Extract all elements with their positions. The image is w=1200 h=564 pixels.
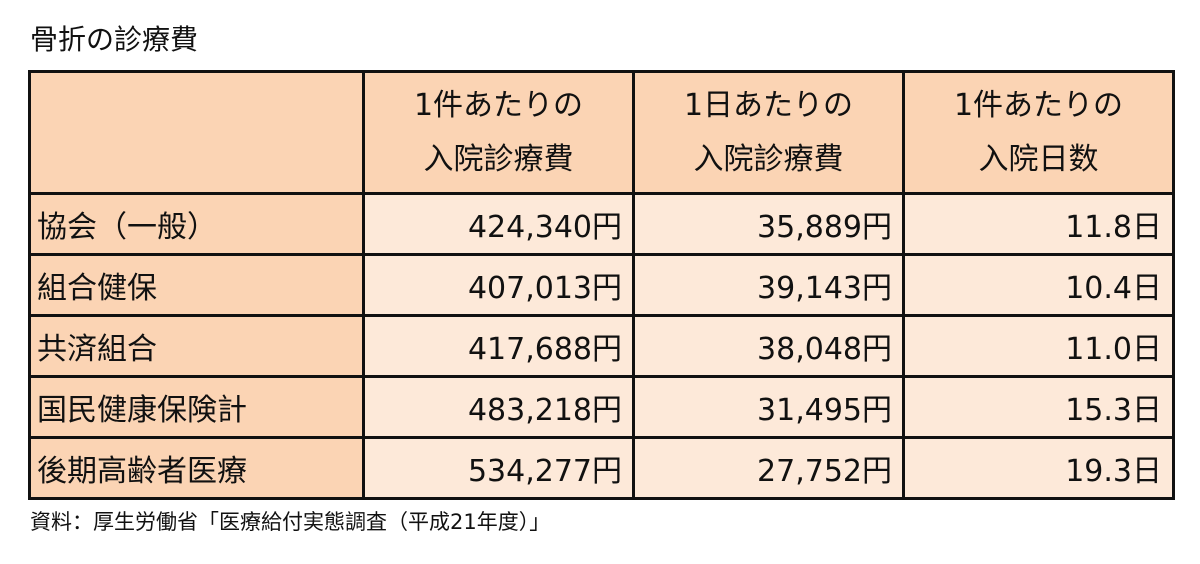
table-cell: 38,048円	[632, 314, 905, 378]
header-row: 1件あたりの 入院診療費 1日あたりの 入院診療費 1件あたりの 入院日数	[28, 70, 1175, 195]
table-cell: 483,218円	[362, 375, 635, 439]
title: 骨折の診療費	[30, 23, 199, 56]
table-row: 組合健保 407,013円 39,143円 10.4日	[28, 253, 1175, 317]
header-line: 1件あたりの	[413, 87, 584, 123]
header-line: 1日あたりの	[683, 87, 854, 123]
row-label: 組合健保	[28, 253, 365, 317]
table-cell: 39,143円	[632, 253, 905, 317]
table-cell: 11.0日	[902, 314, 1175, 378]
header-cell: 1件あたりの 入院日数	[902, 70, 1175, 195]
table-cell: 27,752円	[632, 436, 905, 500]
table-row: 国民健康保険計 483,218円 31,495円 15.3日	[28, 375, 1175, 439]
table-cell: 407,013円	[362, 253, 635, 317]
table-row: 後期高齢者医療 534,277円 27,752円 19.3日	[28, 436, 1175, 500]
table-cell: 11.8日	[902, 192, 1175, 256]
header-line: 入院診療費	[693, 141, 844, 177]
table: 1件あたりの 入院診療費 1日あたりの 入院診療費 1件あたりの 入院日数 協会（一般） 4…	[28, 70, 1175, 500]
header-cell: 1日あたりの 入院診療費	[632, 70, 905, 195]
row-label: 後期高齢者医療	[28, 436, 365, 500]
table-body: 協会（一般） 424,340円 35,889円 11.8日 組合健保 407,013円 39…	[28, 192, 1175, 500]
header-line: 1件あたりの	[953, 87, 1124, 123]
row-label: 協会（一般）	[28, 192, 365, 256]
table-cell: 424,340円	[362, 192, 635, 256]
row-label: 共済組合	[28, 314, 365, 378]
row-label: 国民健康保険計	[28, 375, 365, 439]
header-cell: 1件あたりの 入院診療費	[362, 70, 635, 195]
table-cell: 417,688円	[362, 314, 635, 378]
table-cell: 31,495円	[632, 375, 905, 439]
table-row: 共済組合 417,688円 38,048円 11.0日	[28, 314, 1175, 378]
header-corner	[28, 70, 365, 195]
table-cell: 15.3日	[902, 375, 1175, 439]
table-row: 協会（一般） 424,340円 35,889円 11.8日	[28, 192, 1175, 256]
header-line: 入院診療費	[423, 141, 574, 177]
source-note: 資料：厚生労働省「医療給付実態調査（平成21年度）」	[30, 510, 551, 534]
table-cell: 534,277円	[362, 436, 635, 500]
table-cell: 10.4日	[902, 253, 1175, 317]
header-line: 入院日数	[978, 141, 1099, 177]
table-cell: 35,889円	[632, 192, 905, 256]
table-cell: 19.3日	[902, 436, 1175, 500]
table-header: 1件あたりの 入院診療費 1日あたりの 入院診療費 1件あたりの 入院日数	[28, 70, 1175, 195]
